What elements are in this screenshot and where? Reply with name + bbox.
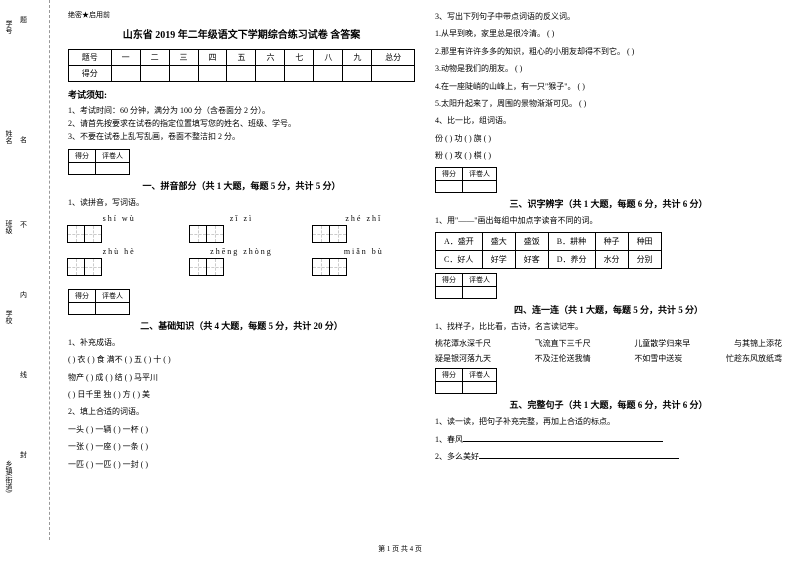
instr-3: 3、不要在试卷上乱写乱画，卷面不整洁扣 2 分。 (68, 131, 415, 144)
mark-4: 内 (20, 290, 27, 300)
q3-5: 5.太阳升起来了，周围的景物渐渐可见。 ( ) (435, 97, 782, 111)
s5-intro: 1、读一读，把句子补充完整，再加上合适的标点。 (435, 415, 782, 429)
label-class: 班级 (4, 220, 14, 234)
s2-q1-l1: ( ) 衣 ( ) 食 满不 ( ) 五 ( ) 十 ( ) (68, 353, 415, 367)
scorer-box-2: 得分评卷人 (68, 289, 130, 315)
th-3: 三 (169, 50, 198, 66)
instr-2: 2、请首先按要求在试卷的指定位置填写您的姓名、班级、学号。 (68, 118, 415, 131)
th-10: 总分 (372, 50, 415, 66)
s2-q2-l1: 一头 ( ) 一辆 ( ) 一杯 ( ) (68, 423, 415, 437)
score-table: 题号 一 二 三 四 五 六 七 八 九 总分 得分 (68, 49, 415, 82)
s5-i1: 1、春风 (435, 435, 463, 444)
score-row-label: 得分 (69, 66, 112, 82)
match-row-2: 疑是银河落九天不及汪伦送我情不如雪中送炭忙趁东风放纸鸢 (435, 353, 782, 364)
q3-4: 4.在一座陡峭的山峰上，有一只"猴子"。 ( ) (435, 80, 782, 94)
q3-2: 2.那里有许许多多的知识，粗心的小朋友却得不到它。 ( ) (435, 45, 782, 59)
section2-title: 二、基础知识（共 4 大题，每题 5 分，共计 20 分） (68, 319, 415, 332)
mark-2: 名 (20, 135, 27, 145)
mark-3: 不 (20, 220, 27, 230)
th-8: 八 (314, 50, 343, 66)
s2-q2: 2、填上合适的词语。 (68, 405, 415, 419)
q4: 4、比一比，组词语。 (435, 114, 782, 128)
paper-title: 山东省 2019 年二年级语文下学期综合练习试卷 含答案 (68, 26, 415, 41)
scorer-box-5: 得分评卷人 (435, 368, 497, 394)
s4-intro: 1、找样子，比比看，古诗，名言读记牢。 (435, 320, 782, 334)
section4-title: 四、连一连（共 1 大题，每题 5 分，共计 5 分） (435, 303, 782, 316)
s2-q1-l2: 物产 ( ) 成 ( ) 结 ( ) 马平川 (68, 371, 415, 385)
mark-1: 题 (20, 15, 27, 25)
scorer-box-4: 得分评卷人 (435, 273, 497, 299)
th-1: 一 (111, 50, 140, 66)
page-footer: 第 1 页 共 4 页 (0, 544, 800, 554)
th-4: 四 (198, 50, 227, 66)
th-5: 五 (227, 50, 256, 66)
s2-q2-l2: 一张 ( ) 一座 ( ) 一条 ( ) (68, 440, 415, 454)
choice-table: A．盛开盛大盛饭 B．耕种种子种田 C．好人好学好客 D．养分水分分别 (435, 232, 662, 269)
match-row-1: 桃花潭水深千尺飞流直下三千尺儿童散学归来早与其锦上添花 (435, 338, 782, 349)
binding-sidebar: 学号 姓名 班级 学校 乡镇(街道) 题 名 不 内 线 封 (0, 0, 50, 540)
q3-1: 1.从早到晚，家里总是很冷清。 ( ) (435, 27, 782, 41)
label-id: 学号 (4, 20, 14, 34)
th-0: 题号 (69, 50, 112, 66)
label-town: 乡镇(街道) (4, 460, 14, 493)
section5-title: 五、完整句子（共 1 大题，每题 6 分，共计 6 分） (435, 398, 782, 411)
q3-3: 3.动物是我们的朋友。 ( ) (435, 62, 782, 76)
label-name: 姓名 (4, 130, 14, 144)
label-school: 学校 (4, 310, 14, 324)
th-7: 七 (285, 50, 314, 66)
q4-l2: 粉 ( ) 攻 ( ) 棋 ( ) (435, 149, 782, 163)
th-2: 二 (140, 50, 169, 66)
left-column: 绝密★启用前 山东省 2019 年二年级语文下学期综合练习试卷 含答案 题号 一… (58, 10, 425, 530)
q3: 3、写出下列句子中带点词语的反义词。 (435, 10, 782, 24)
s5-i2: 2、多么美好 (435, 452, 479, 461)
scorer-box-3: 得分评卷人 (435, 167, 497, 193)
th-9: 九 (343, 50, 372, 66)
s2-q1-l3: ( ) 日千里 独 ( ) 方 ( ) 美 (68, 388, 415, 402)
s3-intro: 1、用"——"画出每组中加点字读音不同的词。 (435, 214, 782, 228)
s2-q2-l3: 一匹 ( ) 一匹 ( ) 一封 ( ) (68, 458, 415, 472)
instructions-title: 考试须知: (68, 88, 415, 101)
th-6: 六 (256, 50, 285, 66)
q4-l1: 份 ( ) 功 ( ) 旗 ( ) (435, 132, 782, 146)
seal-note: 绝密★启用前 (68, 10, 415, 20)
s2-q1: 1、补充成语。 (68, 336, 415, 350)
scorer-box-1: 得分评卷人 (68, 149, 130, 175)
s1-intro: 1、读拼音，写词语。 (68, 196, 415, 210)
mark-5: 线 (20, 370, 27, 380)
section1-title: 一、拼音部分（共 1 大题，每题 5 分，共计 5 分） (68, 179, 415, 192)
section3-title: 三、识字辨字（共 1 大题，每题 6 分，共计 6 分） (435, 197, 782, 210)
right-column: 3、写出下列句子中带点词语的反义词。 1.从早到晚，家里总是很冷清。 ( ) 2… (425, 10, 792, 530)
mark-6: 封 (20, 450, 27, 460)
instr-1: 1、考试时间：60 分钟，满分为 100 分（含卷面分 2 分）。 (68, 105, 415, 118)
